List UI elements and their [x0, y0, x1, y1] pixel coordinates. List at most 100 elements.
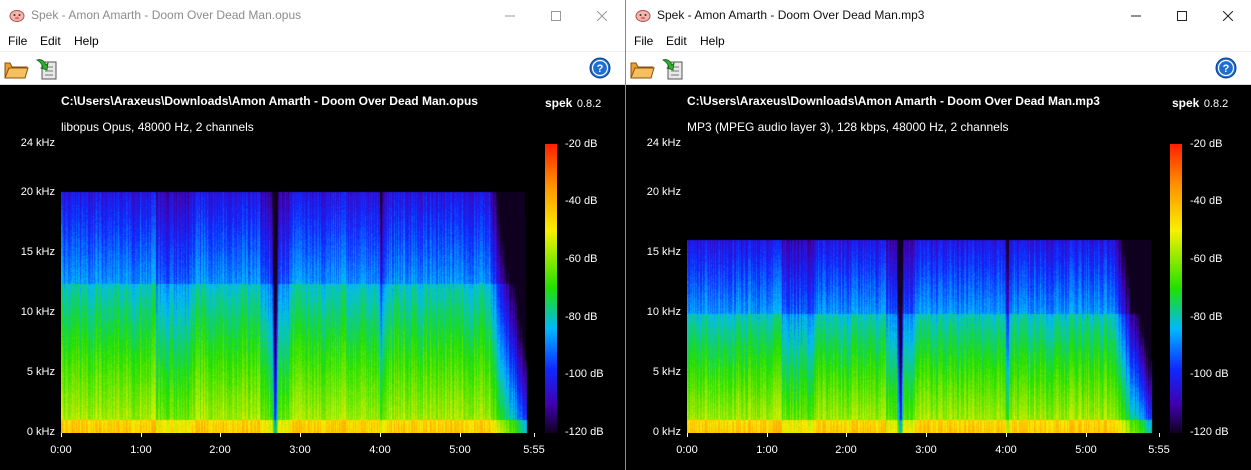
db-color-scale	[545, 144, 557, 433]
time-tick-label: 5:55	[1148, 444, 1170, 456]
toolbar: ?	[626, 52, 1251, 85]
time-tick-mark	[460, 433, 461, 437]
time-tick-mark	[534, 433, 535, 437]
spek-version-label: spek 0.8.2	[1172, 94, 1228, 112]
time-tick-label: 5:55	[523, 444, 545, 456]
db-tick-label: -80 dB	[1190, 311, 1223, 323]
time-tick-mark	[141, 433, 142, 437]
freq-tick-label: 5 kHz	[26, 366, 55, 378]
freq-tick-label: 0 kHz	[26, 426, 55, 438]
time-tick-mark	[61, 433, 62, 437]
svg-text:?: ?	[597, 63, 604, 75]
time-tick-label: 4:00	[995, 444, 1017, 456]
db-tick-label: -20 dB	[565, 138, 598, 150]
db-tick-label: -120 dB	[565, 426, 604, 438]
time-tick-mark	[380, 433, 381, 437]
file-info: libopus Opus, 48000 Hz, 2 channels	[61, 120, 254, 134]
menu-edit[interactable]: Edit	[666, 34, 687, 48]
time-tick-label: 0:00	[676, 444, 698, 456]
time-tick-mark	[1006, 433, 1007, 437]
title-bar[interactable]: Spek - Amon Amarth - Doom Over Dead Man.…	[626, 0, 1251, 31]
time-tick-mark	[687, 433, 688, 437]
freq-tick-label: 24 kHz	[646, 137, 681, 149]
db-tick-label: -60 dB	[565, 253, 598, 265]
window-title: Spek - Amon Amarth - Doom Over Dead Man.…	[31, 8, 302, 22]
menu-file[interactable]: File	[8, 34, 28, 48]
time-tick-label: 1:00	[130, 444, 152, 456]
menu-bar: File Edit Help	[626, 31, 1251, 52]
maximize-icon	[551, 10, 561, 21]
spek-window-mp3: Spek - Amon Amarth - Doom Over Dead Man.…	[626, 0, 1251, 470]
time-tick-label: 3:00	[289, 444, 311, 456]
time-tick-label: 5:00	[449, 444, 471, 456]
toolbar: ?	[0, 52, 625, 85]
folder-open-icon[interactable]	[3, 56, 29, 82]
help-icon[interactable]: ?	[589, 57, 611, 79]
freq-tick-label: 24 kHz	[20, 137, 55, 149]
db-tick-label: -100 dB	[1190, 368, 1229, 380]
save-arrow-icon[interactable]	[34, 56, 60, 82]
maximize-icon	[1177, 10, 1187, 21]
file-path: C:\Users\Araxeus\Downloads\Amon Amarth -…	[687, 94, 1100, 108]
freq-tick-label: 20 kHz	[20, 186, 55, 198]
time-tick-label: 1:00	[756, 444, 778, 456]
freq-tick-label: 5 kHz	[652, 366, 681, 378]
minimize-icon	[1131, 15, 1141, 16]
db-tick-label: -120 dB	[1190, 426, 1229, 438]
time-tick-label: 5:00	[1075, 444, 1097, 456]
spek-version-label: spek 0.8.2	[545, 94, 601, 112]
time-tick-label: 4:00	[369, 444, 391, 456]
menu-bar: File Edit Help	[0, 31, 625, 52]
time-tick-mark	[926, 433, 927, 437]
menu-help[interactable]: Help	[74, 34, 99, 48]
db-tick-label: -100 dB	[565, 368, 604, 380]
time-tick-label: 0:00	[50, 444, 72, 456]
window-title: Spek - Amon Amarth - Doom Over Dead Man.…	[657, 8, 925, 22]
file-info: MP3 (MPEG audio layer 3), 128 kbps, 4800…	[687, 120, 1009, 134]
db-color-scale	[1170, 144, 1182, 433]
freq-tick-label: 15 kHz	[646, 246, 681, 258]
minimize-icon	[505, 15, 515, 16]
close-button[interactable]	[579, 0, 625, 31]
freq-tick-label: 10 kHz	[20, 306, 55, 318]
save-arrow-icon[interactable]	[660, 56, 686, 82]
db-tick-label: -20 dB	[1190, 138, 1223, 150]
svg-text:?: ?	[1223, 63, 1230, 75]
time-tick-mark	[1159, 433, 1160, 437]
maximize-button[interactable]	[533, 0, 579, 31]
time-tick-mark	[846, 433, 847, 437]
pig-icon	[9, 10, 25, 22]
close-icon	[597, 10, 607, 21]
time-tick-mark	[220, 433, 221, 437]
time-tick-label: 2:00	[209, 444, 231, 456]
help-icon[interactable]: ?	[1215, 57, 1237, 79]
brand-version: 0.8.2	[1203, 98, 1229, 110]
title-bar[interactable]: Spek - Amon Amarth - Doom Over Dead Man.…	[0, 0, 625, 31]
db-tick-label: -80 dB	[565, 311, 598, 323]
time-tick-label: 3:00	[915, 444, 937, 456]
freq-tick-label: 15 kHz	[20, 246, 55, 258]
menu-edit[interactable]: Edit	[40, 34, 61, 48]
spectrogram[interactable]	[687, 144, 1160, 433]
close-button[interactable]	[1205, 0, 1251, 31]
db-tick-label: -60 dB	[1190, 253, 1223, 265]
db-tick-label: -40 dB	[1190, 195, 1223, 207]
menu-file[interactable]: File	[634, 34, 654, 48]
close-icon	[1223, 10, 1233, 21]
pig-icon	[635, 10, 651, 22]
brand-name: spek	[1172, 96, 1200, 110]
freq-tick-label: 0 kHz	[652, 426, 681, 438]
minimize-button[interactable]	[1113, 0, 1159, 31]
minimize-button[interactable]	[487, 0, 533, 31]
db-tick-label: -40 dB	[565, 195, 598, 207]
maximize-button[interactable]	[1159, 0, 1205, 31]
menu-help[interactable]: Help	[700, 34, 725, 48]
time-tick-mark	[300, 433, 301, 437]
spectrogram[interactable]	[61, 144, 535, 433]
folder-open-icon[interactable]	[629, 56, 655, 82]
time-tick-mark	[767, 433, 768, 437]
time-tick-label: 2:00	[835, 444, 857, 456]
file-path: C:\Users\Araxeus\Downloads\Amon Amarth -…	[61, 94, 478, 108]
freq-tick-label: 10 kHz	[646, 306, 681, 318]
spek-window-opus: Spek - Amon Amarth - Doom Over Dead Man.…	[0, 0, 626, 470]
